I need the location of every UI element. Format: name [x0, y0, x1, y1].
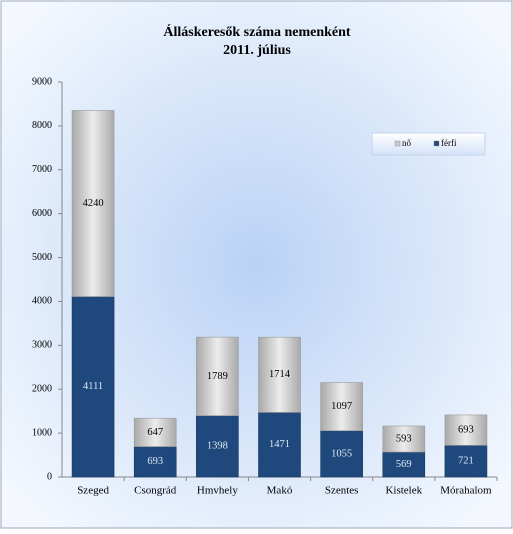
data-label: 569 — [396, 459, 412, 470]
bar-segment — [258, 412, 301, 478]
y-tick-label: 8000 — [32, 120, 52, 131]
data-label: 693 — [147, 456, 163, 467]
y-tick-label: 7000 — [32, 164, 52, 175]
data-label: 1398 — [207, 441, 228, 452]
data-label: 693 — [458, 425, 474, 436]
x-tick-label: Csongrád — [134, 485, 177, 497]
data-label: 4111 — [83, 381, 103, 392]
y-tick-label: 9000 — [32, 76, 52, 87]
bar-segment — [196, 415, 239, 478]
bar-segment — [133, 417, 177, 447]
legend-label: férfi — [441, 138, 457, 148]
bar-segment — [320, 382, 363, 431]
x-tick-label: Mórahalom — [440, 485, 492, 497]
bar-segment — [258, 336, 301, 413]
legend-label: nő — [402, 138, 412, 148]
x-tick-label: Szentes — [325, 485, 359, 497]
bar-segment — [133, 446, 177, 478]
data-label: 721 — [458, 456, 474, 467]
data-label: 1055 — [331, 448, 352, 459]
chart-title: Álláskeresők száma nemenként — [163, 23, 351, 40]
y-tick-label: 2000 — [32, 384, 52, 395]
x-tick-label: Hmvhely — [197, 485, 238, 497]
bar-segment — [71, 110, 115, 297]
x-tick-label: Szeged — [77, 485, 109, 497]
data-label: 1471 — [269, 439, 290, 450]
legend-swatch — [394, 140, 401, 147]
chart-subtitle: 2011. július — [223, 43, 291, 58]
bar-segment — [444, 414, 488, 446]
y-tick-label: 3000 — [32, 340, 52, 351]
data-label: 593 — [396, 433, 412, 444]
data-label: 1714 — [269, 369, 291, 380]
y-tick-label: 6000 — [32, 208, 52, 219]
data-label: 1789 — [207, 371, 228, 382]
bar-segment — [196, 336, 239, 416]
legend-box — [371, 132, 486, 156]
bar-segment — [382, 451, 426, 478]
legend-swatch — [433, 140, 440, 147]
x-tick-label: Makó — [267, 485, 293, 497]
bar-segment — [320, 430, 363, 478]
data-label: 647 — [147, 427, 163, 438]
legend: nő férfi — [371, 132, 486, 156]
y-tick-label: 5000 — [32, 252, 52, 263]
y-tick-label: 4000 — [32, 296, 52, 307]
bar-segment — [71, 296, 115, 478]
bar-segment — [444, 445, 488, 478]
y-tick-label: 0 — [47, 471, 52, 482]
x-tick-label: Kistelek — [385, 485, 422, 497]
data-label: 1097 — [331, 401, 352, 412]
y-tick-label: 1000 — [32, 427, 52, 438]
bar-segment — [382, 425, 426, 453]
data-label: 4240 — [83, 198, 104, 209]
